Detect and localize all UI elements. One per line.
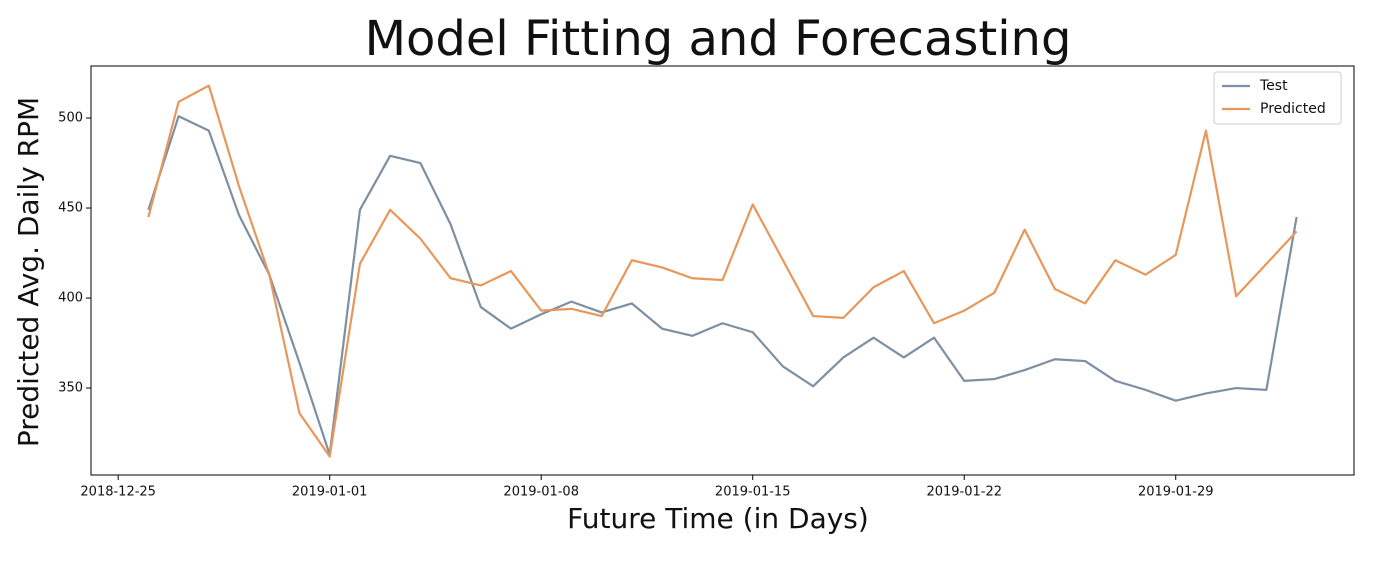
x-tick-label: 2019-01-08 [503, 485, 579, 500]
chart-title: Model Fitting and Forecasting [365, 11, 1072, 67]
x-tick-label: 2019-01-29 [1138, 485, 1214, 500]
x-tick-label: 2019-01-01 [292, 485, 368, 500]
x-axis-label: Future Time (in Days) [567, 502, 869, 535]
y-tick-label: 350 [58, 381, 83, 396]
legend-label: Predicted [1260, 101, 1326, 117]
x-tick-label: 2019-01-15 [715, 485, 791, 500]
plot-frame [90, 65, 1355, 476]
y-axis-label: Predicted Avg. Daily RPM [12, 97, 45, 447]
x-tick-label: 2019-01-22 [926, 485, 1002, 500]
line-series [147, 115, 1298, 456]
y-tick-label: 500 [58, 111, 83, 126]
y-tick-label: 450 [58, 201, 83, 216]
y-tick-label: 400 [58, 291, 83, 306]
legend-label: Test [1259, 78, 1288, 94]
x-tick-label: 2018-12-25 [80, 485, 156, 500]
line-series [147, 84, 1298, 458]
